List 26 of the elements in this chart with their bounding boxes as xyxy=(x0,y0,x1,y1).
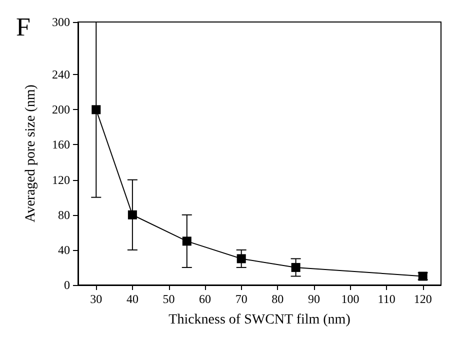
x-tick-label: 110 xyxy=(378,292,396,306)
y-tick-label: 80 xyxy=(58,208,70,222)
y-tick-label: 120 xyxy=(52,172,70,187)
y-tick-label: 40 xyxy=(58,242,70,257)
point xyxy=(182,236,192,246)
point xyxy=(92,105,101,114)
x-tick-label: 120 xyxy=(414,292,432,306)
text: F xyxy=(16,12,30,42)
y-tick-label: 300 xyxy=(52,15,70,29)
x-axis-title: Thickness of SWCNT film (nm) xyxy=(168,312,351,328)
x-tick-label: 30 xyxy=(90,292,102,306)
x-tick-label: 70 xyxy=(235,292,248,306)
y-tick-label: 240 xyxy=(52,68,70,82)
x-tick-label: 80 xyxy=(272,292,284,306)
y-tick-label: 160 xyxy=(52,138,70,152)
y-axis-title: Averaged pore size (nm) xyxy=(24,84,38,222)
x-tick-label: 60 xyxy=(199,292,212,306)
point xyxy=(291,262,300,272)
point xyxy=(128,210,137,220)
x-tick-label: 40 xyxy=(126,292,138,306)
point xyxy=(236,254,246,264)
x-tick-label: 100 xyxy=(341,292,360,306)
x-tick-label: 90 xyxy=(308,292,320,306)
y-tick-label: 200 xyxy=(52,102,70,117)
x-tick-label: 50 xyxy=(162,292,175,306)
y-tick-label: 0 xyxy=(64,278,70,292)
